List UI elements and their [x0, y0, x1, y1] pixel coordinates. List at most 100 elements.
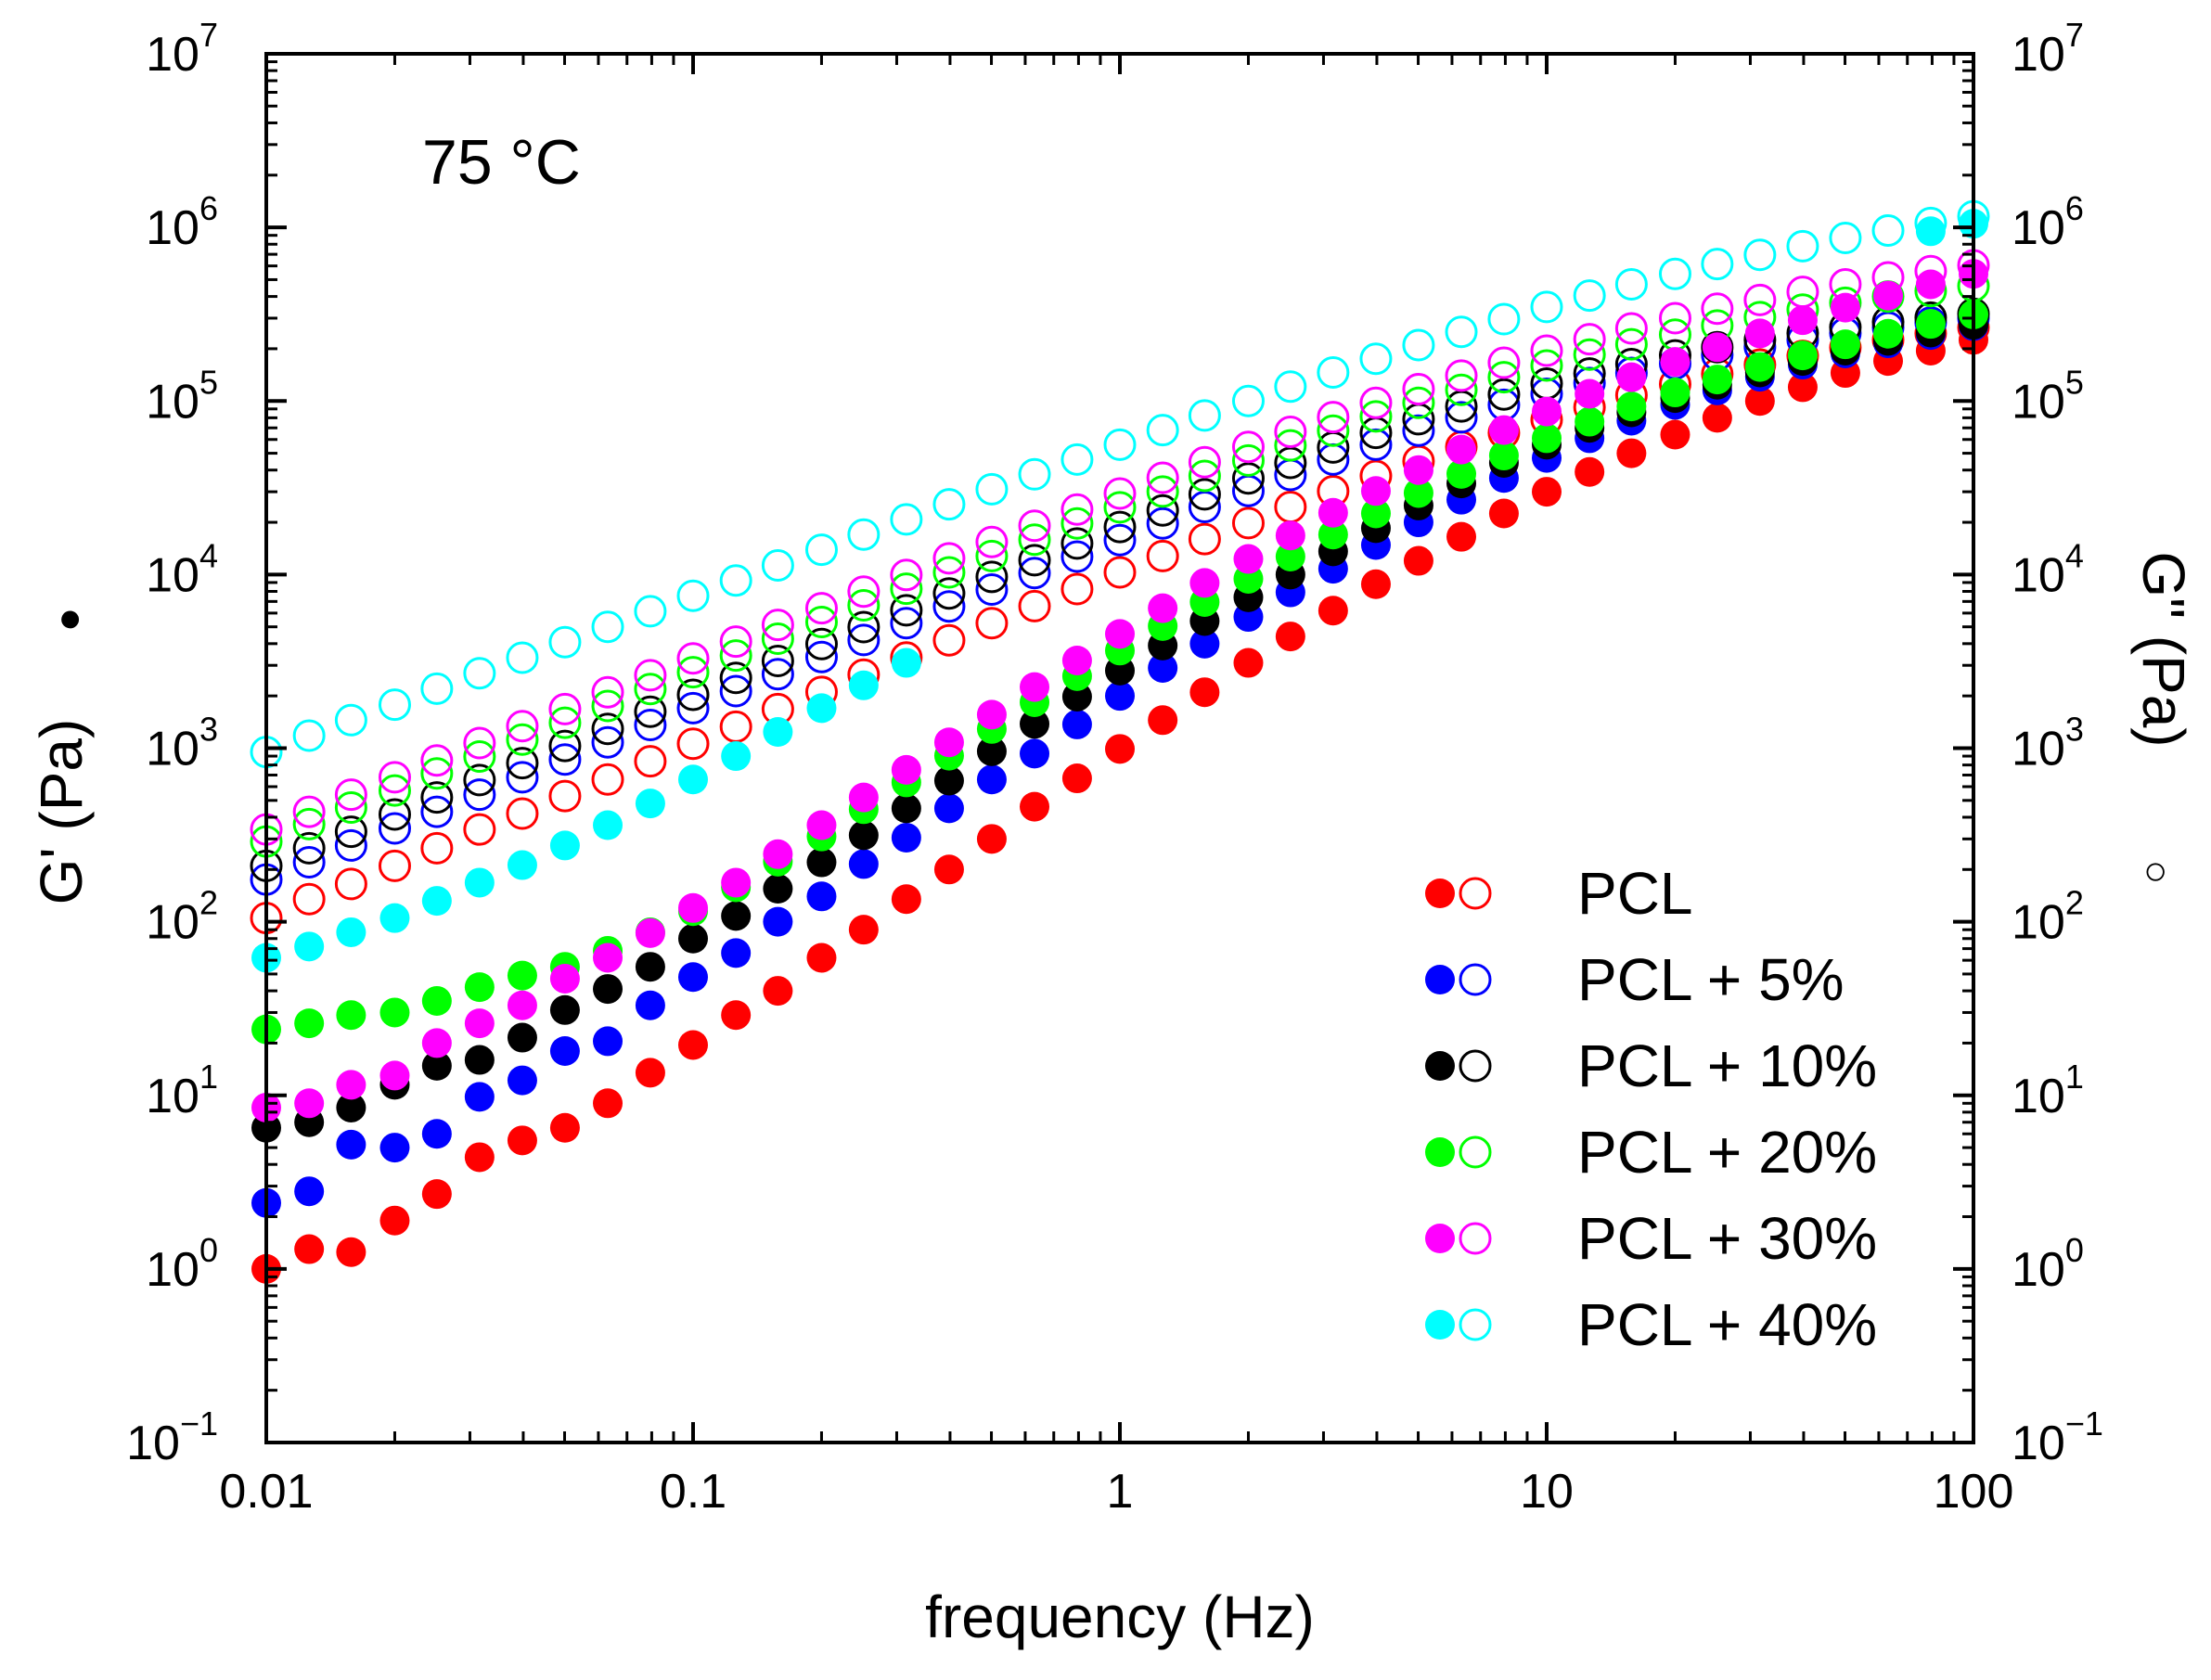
gp-point-series-1 [806, 881, 837, 912]
gpp-point-series-2 [932, 577, 966, 610]
gpp-point-series-1 [1103, 523, 1137, 557]
gpp-point-series-2 [1188, 478, 1221, 511]
gpp-point-series-5 [1530, 290, 1563, 324]
y-tick-label-left: 102 [146, 884, 218, 950]
y-axis-label-right-group: G" (Pa) [2130, 551, 2197, 747]
gpp-point-series-3 [761, 622, 794, 656]
gp-point-series-0 [806, 943, 837, 973]
gpp-point-series-3 [975, 539, 1009, 572]
gp-point-series-4 [891, 754, 921, 785]
gp-point-series-0 [294, 1234, 325, 1264]
legend-label: PCL + 30% [1577, 1205, 1877, 1272]
gp-point-series-3 [1830, 329, 1860, 360]
gp-point-series-5 [1915, 216, 1946, 247]
gp-point-series-5 [678, 764, 708, 795]
gp-point-series-5 [891, 648, 921, 678]
gp-point-series-3 [1873, 318, 1904, 349]
gpp-point-series-5 [676, 579, 710, 612]
gpp-point-series-2 [292, 831, 326, 865]
y-tick-labels-left: 10−1 100 101 102 103 104 105 106 107 [126, 16, 218, 1470]
y-axis-right-marker-group: ○ [2134, 860, 2179, 885]
gp-point-series-1 [464, 1082, 495, 1112]
gpp-point-series-1 [890, 607, 923, 640]
gpp-point-series-3 [634, 673, 667, 706]
gpp-point-series-4 [1061, 493, 1094, 526]
gpp-point-series-5 [634, 595, 667, 628]
gp-point-series-2 [848, 820, 879, 851]
y-tick-label-right: 105 [2012, 363, 2084, 429]
gp-point-series-4 [1189, 568, 1220, 598]
legend-hollow-marker [1459, 1049, 1492, 1083]
gp-point-series-0 [1787, 372, 1818, 403]
gp-point-series-2 [933, 765, 964, 796]
gpp-point-series-5 [1829, 221, 1862, 254]
gp-point-series-2 [721, 901, 752, 931]
gpp-point-series-5 [463, 657, 496, 690]
gpp-point-series-1 [1061, 540, 1094, 573]
gp-point-series-3 [1744, 352, 1775, 382]
gpp-point-series-5 [975, 472, 1009, 506]
gp-point-series-4 [1318, 497, 1348, 528]
legend-label: PCL + 5% [1577, 946, 1845, 1013]
gpp-point-series-5 [506, 641, 539, 674]
gp-point-series-4 [678, 892, 708, 923]
x-tick-label: 0.01 [219, 1465, 313, 1519]
gp-point-series-3 [464, 972, 495, 1003]
gpp-point-series-0 [1061, 572, 1094, 606]
gpp-point-series-5 [932, 488, 966, 521]
gpp-point-series-0 [1146, 539, 1179, 572]
gp-point-series-3 [1488, 441, 1519, 471]
gpp-point-series-3 [1614, 327, 1648, 361]
gp-point-series-1 [1189, 628, 1220, 659]
gpp-point-series-3 [1018, 523, 1051, 557]
legend-filled-marker [1425, 1137, 1455, 1167]
gpp-point-series-4 [1701, 292, 1734, 326]
gpp-point-series-4 [292, 795, 326, 828]
gp-point-series-1 [848, 849, 879, 879]
y-tick-label-left: 100 [146, 1231, 218, 1297]
gpp-point-series-4 [1402, 372, 1435, 405]
gpp-point-series-2 [591, 712, 624, 746]
gp-point-series-3 [294, 1008, 325, 1039]
x-axis-label: frequency (Hz) [925, 1584, 1315, 1650]
y-tick-label-right: 100 [2012, 1231, 2084, 1297]
gp-point-series-4 [1532, 396, 1562, 427]
gpp-point-series-4 [1614, 312, 1648, 345]
gpp-point-series-3 [719, 639, 752, 673]
gpp-point-series-5 [847, 518, 881, 551]
gp-point-series-4 [1830, 292, 1860, 323]
legend-filled-marker [1425, 1310, 1455, 1340]
gpp-point-series-2 [719, 661, 752, 695]
gpp-point-series-5 [890, 503, 923, 536]
gp-point-series-5 [421, 886, 452, 917]
gp-point-series-3 [336, 1000, 366, 1031]
gpp-point-series-4 [548, 692, 582, 725]
gpp-point-series-5 [1188, 399, 1221, 432]
gp-point-series-0 [678, 1030, 708, 1060]
legend-filled-marker [1425, 965, 1455, 994]
gp-point-series-4 [294, 1088, 325, 1119]
gp-point-series-0 [1616, 438, 1647, 468]
gpp-point-series-2 [634, 695, 667, 728]
gp-point-series-5 [806, 693, 837, 724]
gp-point-series-0 [891, 884, 921, 915]
y-axis-label-left-group: G' (Pa) [28, 719, 95, 905]
annotation-temperature: 75 °C [422, 127, 581, 198]
gp-point-series-4 [1575, 378, 1605, 409]
gpp-point-series-3 [1146, 475, 1179, 508]
axis-ticks [264, 52, 1975, 1444]
gpp-point-series-5 [334, 703, 367, 737]
gpp-point-series-5 [1103, 428, 1137, 461]
gpp-point-series-3 [1231, 443, 1265, 477]
gpp-point-series-3 [591, 689, 624, 723]
gpp-point-series-1 [506, 761, 539, 794]
gpp-point-series-5 [1701, 248, 1734, 281]
gp-point-series-3 [1787, 340, 1818, 371]
gp-point-series-0 [379, 1205, 410, 1236]
gpp-point-series-0 [420, 831, 454, 865]
gp-point-series-4 [336, 1070, 366, 1100]
gp-point-series-4 [1787, 305, 1818, 336]
gpp-point-series-3 [1573, 338, 1606, 371]
gp-point-series-5 [635, 789, 665, 819]
